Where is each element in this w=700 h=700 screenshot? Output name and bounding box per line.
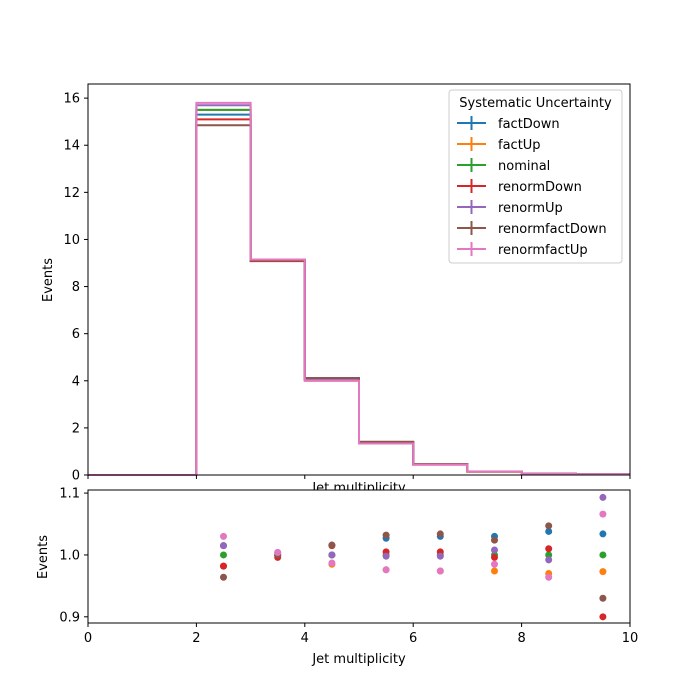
ratio-panel: 0.9 1.0 1.1 0 2 4 6 8 10 Jet multiplicity Event… <box>36 487 638 667</box>
legend-entry-nominal: nominal <box>457 158 550 174</box>
ratio-axes-frame <box>87 489 631 624</box>
histogram-y-ticks: 0 2 4 6 8 10 12 14 16 <box>63 92 88 484</box>
legend-entry-factDown: factDown <box>457 116 560 132</box>
legend-title: Systematic Uncertainty <box>459 96 612 111</box>
ratio-point <box>491 546 498 554</box>
ratio-point <box>328 559 336 567</box>
legend-entry-renormfactUp: renormfactUp <box>457 242 588 258</box>
ratio-point <box>491 553 498 561</box>
ratio-point <box>491 536 498 544</box>
ratio-y-ticks: 0.9 1.0 1.1 <box>59 487 88 625</box>
ratio-point <box>599 594 607 602</box>
ratio-point <box>328 541 336 549</box>
legend-label: renormDown <box>498 180 582 195</box>
ratio-point <box>599 568 607 576</box>
ratio-y-tick-label: 1.0 <box>59 548 80 563</box>
legend-entry-renormUp: renormUp <box>457 200 563 216</box>
legend-label: renormfactDown <box>498 222 607 237</box>
histogram-y-tick-label: 8 <box>72 280 80 295</box>
histogram-y-tick-label: 16 <box>63 92 80 107</box>
legend-entry-renormDown: renormDown <box>457 179 582 195</box>
ratio-points-group <box>220 493 607 621</box>
ratio-x-axis-label: Jet multiplicity <box>311 652 406 667</box>
ratio-y-tick-label: 0.9 <box>59 610 80 625</box>
histogram-series-group <box>88 101 630 476</box>
legend-label: factUp <box>498 138 541 153</box>
ratio-point <box>545 556 553 564</box>
legend-box <box>448 89 623 264</box>
ratio-point <box>220 532 227 540</box>
ratio-x-tick-label: 10 <box>622 631 639 646</box>
legend-entry-factUp: factUp <box>457 137 541 153</box>
legend-entry-renormfactDown: renormfactDown <box>457 221 607 237</box>
ratio-point <box>599 493 607 501</box>
ratio-point <box>545 527 553 535</box>
ratio-point <box>545 573 553 581</box>
histogram-y-tick-label: 12 <box>63 186 80 201</box>
legend: Systematic Uncertainty factDown factUp nom… <box>448 89 623 264</box>
legend-label: factDown <box>498 117 560 132</box>
ratio-point <box>436 530 444 538</box>
ratio-point <box>436 567 444 575</box>
ratio-point <box>599 510 607 518</box>
ratio-point <box>274 548 282 556</box>
histogram-y-tick-label: 14 <box>63 139 80 154</box>
ratio-point <box>220 562 227 570</box>
ratio-point <box>328 551 336 559</box>
ratio-x-tick-label: 8 <box>517 631 525 646</box>
histogram-y-tick-label: 4 <box>72 374 80 389</box>
legend-entries: factDown factUp nominal renormDown renormUp r… <box>457 116 607 258</box>
ratio-x-tick-label: 2 <box>192 631 200 646</box>
histogram-x-ticks <box>87 475 631 479</box>
histogram-y-tick-label: 0 <box>72 469 80 484</box>
ratio-plot-area <box>88 490 630 623</box>
ratio-point <box>220 542 227 550</box>
histogram-y-axis-label: Events <box>41 258 56 302</box>
ratio-point <box>491 567 498 575</box>
ratio-series-renormfactUp <box>220 510 607 581</box>
ratio-y-axis-label: Events <box>36 535 51 579</box>
ratio-point <box>545 551 553 559</box>
ratio-point <box>599 613 607 621</box>
ratio-point <box>220 573 227 581</box>
histogram-axes-frame <box>87 83 631 476</box>
legend-label: renormfactUp <box>498 243 588 258</box>
ratio-point <box>599 551 607 559</box>
histogram-series-renormfactUp <box>88 101 630 476</box>
ratio-x-ticks: 0 2 4 6 8 10 <box>84 623 638 646</box>
ratio-point <box>436 552 444 560</box>
histogram-y-tick-label: 10 <box>63 233 80 248</box>
legend-label: renormUp <box>498 201 563 216</box>
ratio-x-tick-label: 0 <box>84 631 92 646</box>
ratio-point <box>491 560 498 568</box>
ratio-series-renormfactDown <box>220 522 607 602</box>
ratio-x-tick-label: 6 <box>409 631 417 646</box>
histogram-y-tick-label: 6 <box>72 327 80 342</box>
ratio-x-tick-label: 4 <box>301 631 309 646</box>
ratio-point <box>545 522 553 530</box>
ratio-point <box>382 566 390 574</box>
ratio-point <box>382 552 390 560</box>
ratio-point <box>220 551 227 559</box>
histogram-y-tick-label: 2 <box>72 421 80 436</box>
ratio-point <box>545 545 553 553</box>
ratio-y-tick-label: 1.1 <box>59 487 80 502</box>
legend-label: nominal <box>498 159 550 174</box>
ratio-point <box>599 530 607 538</box>
ratio-point <box>382 531 390 539</box>
